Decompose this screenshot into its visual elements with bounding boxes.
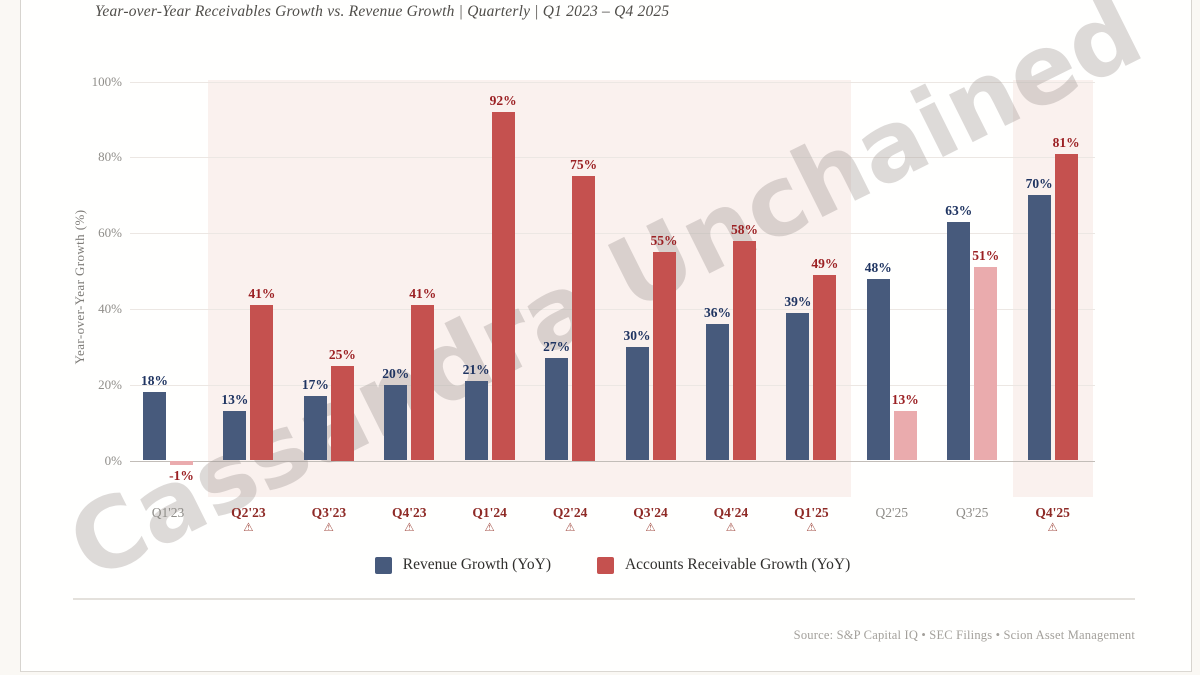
receivables-bar-value: 49%	[811, 255, 839, 271]
receivables-bar	[974, 267, 998, 461]
revenue-bar	[947, 221, 971, 461]
gridline	[130, 384, 1095, 386]
revenue-bar-value: 36%	[703, 305, 731, 321]
revenue-bar-value: 70%	[1025, 176, 1053, 192]
receivables-bar	[732, 240, 756, 461]
gridline	[130, 308, 1095, 310]
revenue-bar-value: 30%	[623, 327, 651, 343]
revenue-bar-value: 20%	[382, 365, 410, 381]
gridline	[130, 460, 1095, 462]
y-axis-title: Year-over-Year Growth (%)	[72, 209, 87, 365]
y-axis-tick-label: 60%	[98, 225, 122, 241]
receivables-bar-value: 92%	[489, 92, 517, 108]
receivables-bar	[250, 305, 274, 461]
gridline	[130, 157, 1095, 159]
receivables-bar-value: 13%	[891, 392, 919, 408]
receivables-bar-value: 55%	[650, 233, 678, 249]
source-attribution: Source: S&P Capital IQ • SEC Filings • S…	[793, 628, 1135, 642]
receivables-bar	[330, 365, 354, 461]
revenue-bar	[1027, 195, 1051, 461]
legend-item-receivables: Accounts Receivable Growth (YoY)	[596, 556, 851, 574]
x-axis-quarter-label: Q3'24	[633, 505, 668, 520]
receivables-bar-value: 25%	[328, 346, 356, 362]
gridline	[130, 233, 1095, 235]
warning-icon: ⚠	[725, 520, 737, 534]
footer-divider	[73, 598, 1135, 600]
receivables-bar-value: 58%	[730, 221, 758, 237]
revenue-bar	[866, 278, 890, 461]
y-axis-tick-label: 20%	[98, 376, 122, 392]
x-axis-quarter-label: Q4'23	[391, 505, 427, 520]
warning-icon: ⚠	[323, 520, 334, 534]
legend-label-revenue: Revenue Growth (YoY)	[402, 556, 551, 573]
x-axis-quarter-label: Q2'24	[552, 505, 588, 520]
x-axis-quarter-label: Q1'25	[794, 505, 829, 520]
revenue-bar-value: 18%	[141, 373, 168, 389]
x-axis-quarter-label: Q4'24	[713, 505, 749, 520]
revenue-bar-value: 27%	[543, 339, 571, 355]
receivables-bar-value: 81%	[1052, 134, 1080, 150]
receivables-bar-value: 41%	[248, 286, 276, 302]
receivables-bar-value: -1%	[169, 468, 194, 484]
revenue-bar	[786, 312, 810, 461]
revenue-bar-value: 48%	[864, 259, 892, 275]
revenue-legend-swatch	[374, 556, 392, 574]
receivables-bar	[1054, 153, 1078, 461]
y-axis-tick-label: 80%	[98, 149, 122, 165]
receivables-bar-value: 41%	[409, 286, 437, 302]
warning-icon: ⚠	[564, 520, 576, 534]
chart-title: Year-over-Year Receivables Growth vs. Re…	[95, 3, 670, 20]
warning-period-band	[1012, 80, 1093, 497]
x-axis-quarter-label: Q2'23	[231, 505, 266, 520]
warning-icon: ⚠	[404, 520, 415, 534]
x-axis-quarter-label: Q1'24	[472, 505, 507, 520]
revenue-bar-value: 39%	[784, 293, 812, 309]
receivables-bar	[491, 111, 515, 461]
receivables-bar	[170, 461, 193, 465]
warning-icon: ⚠	[645, 520, 656, 534]
warning-icon: ⚠	[243, 520, 254, 534]
x-axis-quarter-label: Q2'25	[875, 505, 908, 520]
receivables-bar	[652, 252, 676, 461]
y-axis-tick-label: 100%	[91, 73, 122, 89]
revenue-bar	[143, 392, 166, 461]
y-axis-tick-label: 0%	[104, 452, 122, 468]
revenue-bar	[303, 396, 327, 461]
revenue-bar	[464, 380, 488, 461]
revenue-bar-value: 13%	[221, 392, 249, 408]
x-axis-quarter-label: Q3'23	[311, 505, 347, 520]
receivables-bar	[572, 176, 596, 461]
receivables-bar	[893, 411, 917, 461]
receivables-legend-swatch	[596, 556, 614, 574]
y-axis-tick-label: 40%	[98, 300, 122, 316]
revenue-bar-value: 21%	[462, 361, 490, 377]
gridline	[130, 81, 1095, 83]
revenue-bar	[384, 384, 408, 461]
receivables-bar	[813, 274, 837, 461]
legend-item-revenue: Revenue Growth (YoY)	[374, 556, 551, 574]
revenue-bar	[545, 358, 569, 461]
revenue-bar-value: 63%	[945, 202, 973, 218]
revenue-bar	[625, 346, 649, 461]
chart-legend: Revenue Growth (YoY) Accounts Receivable…	[130, 556, 1095, 574]
receivables-bar	[411, 305, 435, 461]
revenue-bar	[705, 324, 729, 461]
warning-icon: ⚠	[806, 520, 817, 534]
revenue-bar	[223, 411, 247, 461]
x-axis-quarter-label: Q1'23	[151, 505, 185, 520]
x-axis-quarter-label: Q4'25	[1035, 505, 1070, 520]
legend-label-receivables: Accounts Receivable Growth (YoY)	[624, 556, 851, 573]
warning-icon: ⚠	[484, 520, 495, 534]
receivables-bar-value: 75%	[570, 157, 598, 173]
x-axis-quarter-label: Q3'25	[955, 505, 989, 520]
revenue-bar-value: 17%	[301, 377, 329, 393]
warning-icon: ⚠	[1047, 520, 1058, 534]
receivables-bar-value: 51%	[972, 248, 1000, 264]
